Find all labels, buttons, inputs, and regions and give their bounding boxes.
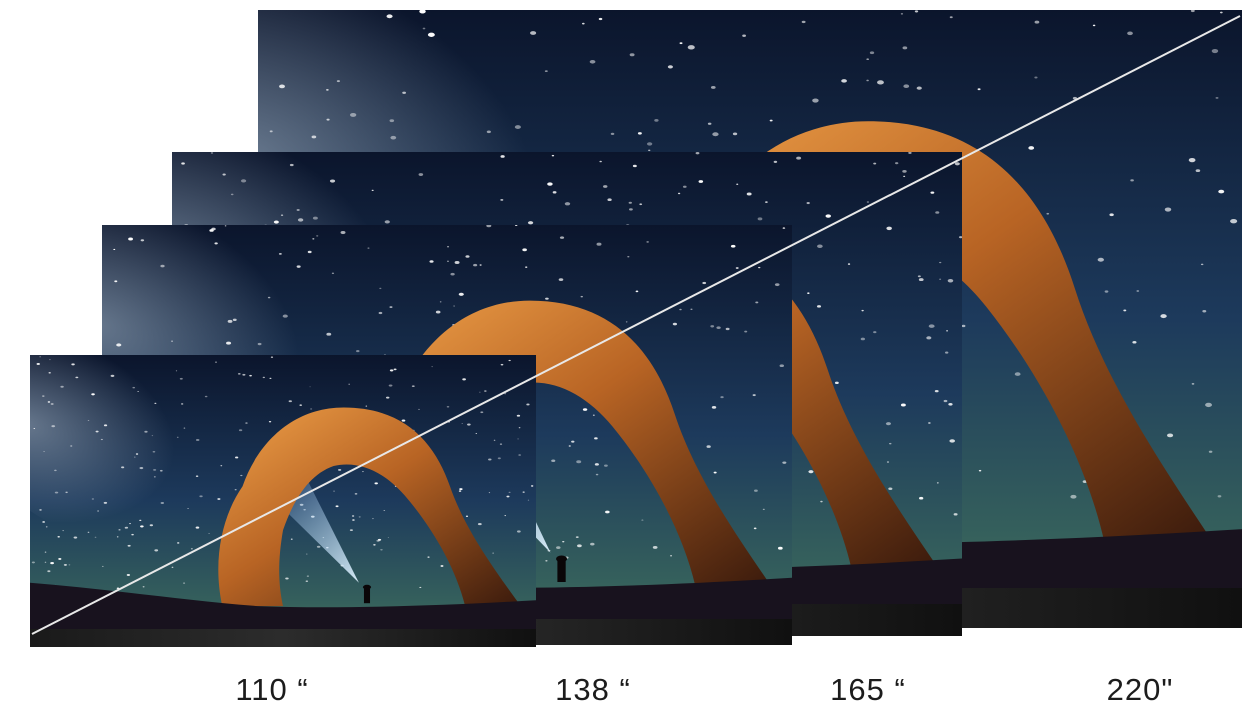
size-label-110: 110 “ — [235, 672, 308, 708]
screen-110 — [30, 355, 536, 647]
screen-bezel — [30, 629, 536, 647]
size-label-165: 165 “ — [830, 672, 906, 708]
night-arch-image — [30, 355, 536, 647]
size-label-138: 138 “ — [555, 672, 631, 708]
size-label-220: 220" — [1107, 672, 1174, 708]
